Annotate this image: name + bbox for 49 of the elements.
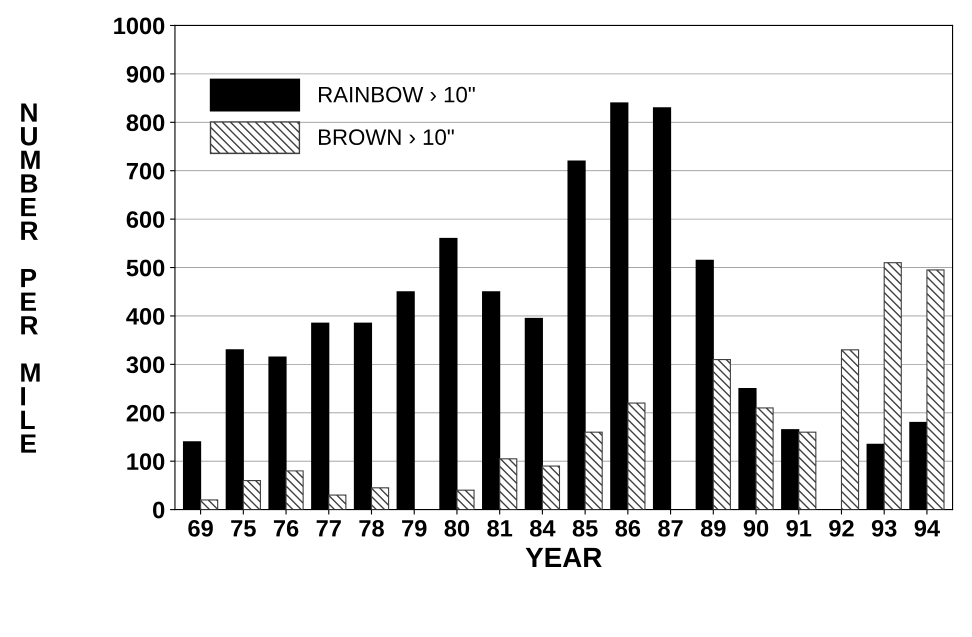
x-tick-label: 87: [658, 520, 683, 537]
x-tick-label: 91: [786, 520, 812, 537]
y-tick-label: 900: [126, 66, 164, 83]
text: NUMBER PER MILE: [21, 103, 40, 453]
x-tick-label: 93: [872, 520, 896, 537]
x-tick-label: 90: [744, 520, 768, 537]
y-tick-label: 100: [127, 453, 164, 470]
x-tick-label: 94: [914, 520, 940, 537]
x-tick-label: 81: [487, 520, 512, 537]
y-tick-label: 200: [126, 404, 164, 422]
bar: [200, 499, 218, 510]
y-tick-label: 600: [126, 211, 164, 228]
x-tick-label: 84: [530, 520, 556, 537]
bar: [584, 432, 603, 510]
x-tick-label: 79: [402, 520, 426, 537]
x-tick-label: 78: [359, 520, 384, 537]
x-tick-label: 92: [829, 520, 854, 537]
bar: [242, 480, 261, 510]
y-tick-label: 300: [126, 356, 164, 374]
legend-label: BROWN › 10": [319, 129, 454, 146]
y-tick-label: 0: [153, 502, 164, 518]
y-tick-label: 1000: [114, 18, 164, 34]
y-tick-label: 400: [126, 308, 164, 325]
bar: [712, 358, 731, 510]
bar: [755, 407, 774, 510]
x-tick-label: 89: [700, 520, 726, 537]
x-tick-label: 85: [572, 520, 598, 537]
bar: [884, 262, 902, 510]
bar: [285, 470, 304, 510]
y-tick-label: 800: [126, 114, 164, 132]
bar: [627, 402, 646, 510]
bar: [798, 432, 816, 510]
legend-label: RAINBOW › 10": [319, 86, 475, 102]
bar: [926, 269, 945, 510]
y-tick-label: 700: [126, 162, 164, 180]
x-tick-label: 77: [316, 520, 341, 536]
bar: [840, 349, 860, 510]
bar: [456, 490, 475, 510]
x-tick-label: 80: [444, 520, 470, 537]
bar: [542, 465, 560, 510]
x-tick-label: 86: [615, 520, 640, 537]
x-tick-label: 76: [274, 520, 298, 537]
x-tick-label: 75: [231, 520, 256, 537]
bar: [328, 494, 346, 510]
bar: [370, 487, 390, 510]
bar: [499, 458, 518, 510]
y-tick-label: 500: [126, 260, 164, 276]
x-tick-label: 69: [188, 520, 213, 537]
x-axis-title: YEAR: [526, 548, 602, 568]
